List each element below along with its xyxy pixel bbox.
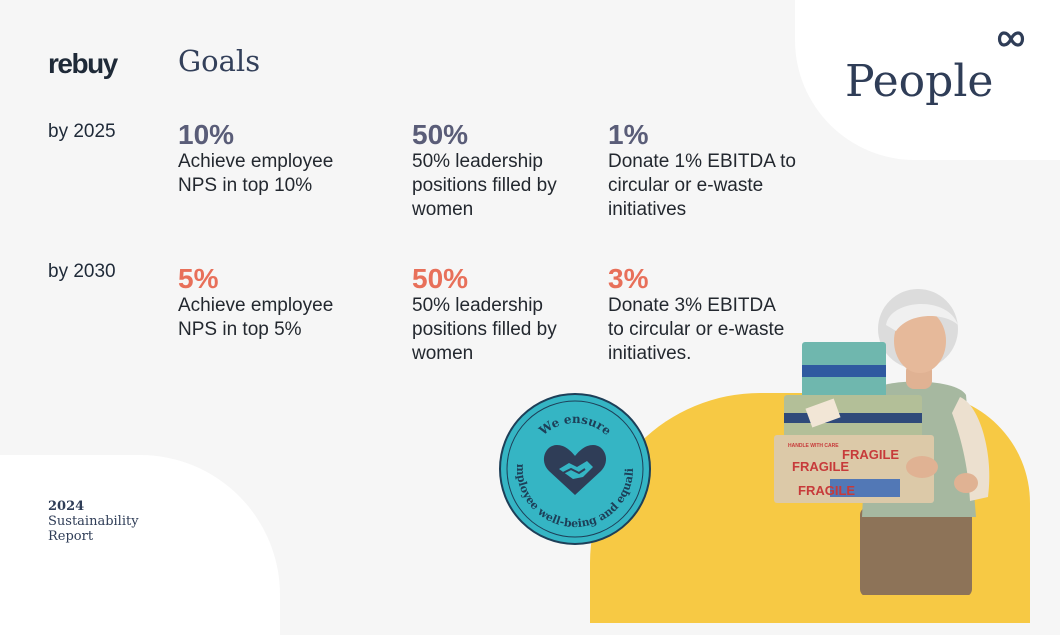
heart-handshake-icon [543,445,607,495]
goal-2025-nps-text: Achieve employee NPS in top 10% [178,151,334,196]
goal-2030-donate-value: 3% [608,263,649,294]
person-with-boxes-photo: FRAGILE FRAGILE FRAGILE HANDLE WITH CARE [774,289,990,595]
report-year: 2024 [48,499,85,514]
year-2025-label: by 2025 [48,121,116,142]
fragile-label: FRAGILE [792,459,849,474]
fragile-label-3: FRAGILE [798,483,855,498]
goals-heading: Goals [178,44,261,78]
decor-shape-bottom-left [0,455,280,635]
section-title: People [845,56,994,107]
fragile-label-2: FRAGILE [842,447,899,462]
goal-2025-nps-value: 10% [178,119,235,150]
rebuy-logo: rebuy [48,48,118,79]
goal-2025-donate-value: 1% [608,119,649,150]
goal-2030-leadership-text: 50% leadership positions filled by women [412,295,557,364]
goal-2030-donate-text: Donate 3% EBITDA to circular or e-waste … [608,295,785,364]
goal-2025-leadership-text: 50% leadership positions filled by women [412,151,557,220]
year-2030-label: by 2030 [48,261,116,282]
goal-2030-nps-value: 5% [178,263,219,294]
wellbeing-badge: We ensure employee well-being and equali… [499,393,651,545]
goal-2025-donate-text: Donate 1% EBITDA to circular or e-waste … [608,151,796,220]
goal-2030-leadership-value: 50% [412,263,469,294]
infinity-icon [997,31,1025,47]
stacked-boxes: FRAGILE FRAGILE FRAGILE HANDLE WITH CARE [774,342,934,503]
goal-2025-leadership-value: 50% [412,119,469,150]
handle-with-care-label: HANDLE WITH CARE [788,443,839,449]
decor-shape-top-right [795,0,1060,160]
goal-2030-nps-text: Achieve employee NPS in top 5% [178,295,334,340]
report-title: Sustainability Report [48,514,139,544]
